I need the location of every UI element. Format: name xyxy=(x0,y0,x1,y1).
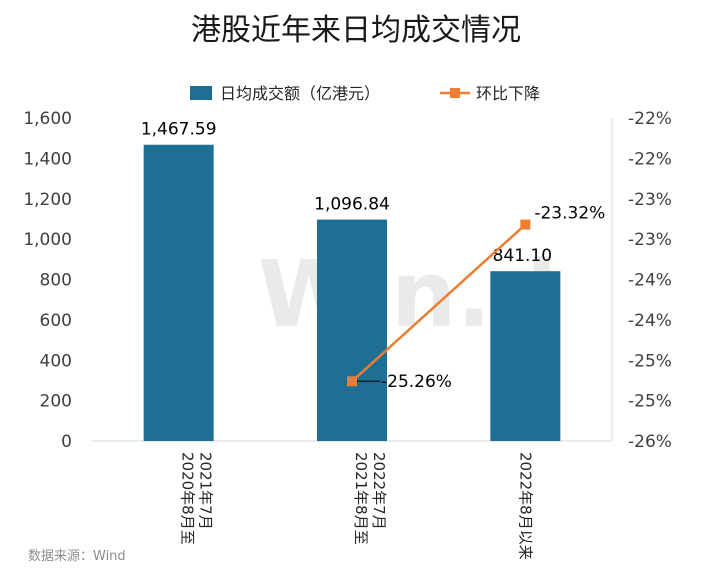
y-left-tick-label: 1,000 xyxy=(23,230,72,250)
line-value-label: -25.26% xyxy=(381,372,452,392)
y-right-tick-label: -22% xyxy=(628,149,672,169)
source-note: 数据来源：Wind xyxy=(28,549,126,564)
legend-line-label: 环比下降 xyxy=(476,84,540,103)
y-right-tick-label: -24% xyxy=(628,271,672,291)
legend: 日均成交额（亿港元） 环比下降 xyxy=(190,84,540,103)
legend-line-marker xyxy=(450,88,460,98)
bar-value-label: 841.10 xyxy=(493,246,552,266)
legend-bar-swatch xyxy=(190,86,212,100)
y-right-tick-label: -23% xyxy=(628,230,672,250)
legend-bar-label: 日均成交额（亿港元） xyxy=(220,84,380,103)
line-marker xyxy=(347,376,357,387)
x-axis-category: 2020年8月至 2021年7月 xyxy=(179,452,215,545)
line-series: -25.26% -23.32% xyxy=(347,204,605,392)
y-right-tick-label: -24% xyxy=(628,311,672,331)
line-path xyxy=(351,223,527,383)
line-value-label: -23.32% xyxy=(534,204,605,224)
x-axis-category-line: 2021年8月至 xyxy=(352,452,370,545)
x-axis-category: 2022年8月以来 xyxy=(516,452,534,560)
y-right-tick-label: -23% xyxy=(628,190,672,210)
x-axis-categories: 2020年8月至 2021年7月 2021年8月至 2022年7月 2022年8月以来 xyxy=(179,452,535,560)
x-axis-category-line: 2022年7月 xyxy=(370,452,388,530)
bar-value-label: 1,096.84 xyxy=(314,195,390,215)
x-axis-category-line: 2020年8月至 xyxy=(179,452,197,545)
y-left-tick-label: 1,600 xyxy=(23,109,72,129)
y-left-tick-label: 200 xyxy=(40,392,72,412)
x-axis-category-line: 2022年8月以来 xyxy=(516,452,534,560)
y-left-tick-label: 1,400 xyxy=(23,149,72,169)
y-axis-left: 0 200 400 600 800 1,000 1,200 1,400 1,600 xyxy=(23,109,72,452)
x-axis-category: 2021年8月至 2022年7月 xyxy=(352,452,388,545)
bar xyxy=(490,271,561,441)
y-left-tick-label: 600 xyxy=(40,311,72,331)
y-left-tick-label: 400 xyxy=(40,351,72,371)
y-left-tick-label: 0 xyxy=(61,432,72,452)
y-right-tick-label: -22% xyxy=(628,109,672,129)
x-axis-category-line: 2021年7月 xyxy=(197,452,215,530)
y-right-tick-label: -26% xyxy=(628,432,672,452)
bar xyxy=(317,219,387,441)
y-left-tick-label: 800 xyxy=(40,271,72,291)
chart-title: 港股近年来日均成交情况 xyxy=(191,13,521,48)
bar-series: 1,467.59 1,096.84 841.10 xyxy=(141,120,561,441)
y-left-tick-label: 1,200 xyxy=(23,190,72,210)
y-right-tick-label: -25% xyxy=(628,351,672,371)
line-marker xyxy=(520,219,531,230)
bar-value-label: 1,467.59 xyxy=(141,120,217,140)
bar xyxy=(143,144,214,441)
y-right-tick-label: -25% xyxy=(628,392,672,412)
y-axis-right: -26% -25% -25% -24% -24% -23% -23% -22% -22% xyxy=(628,109,672,452)
